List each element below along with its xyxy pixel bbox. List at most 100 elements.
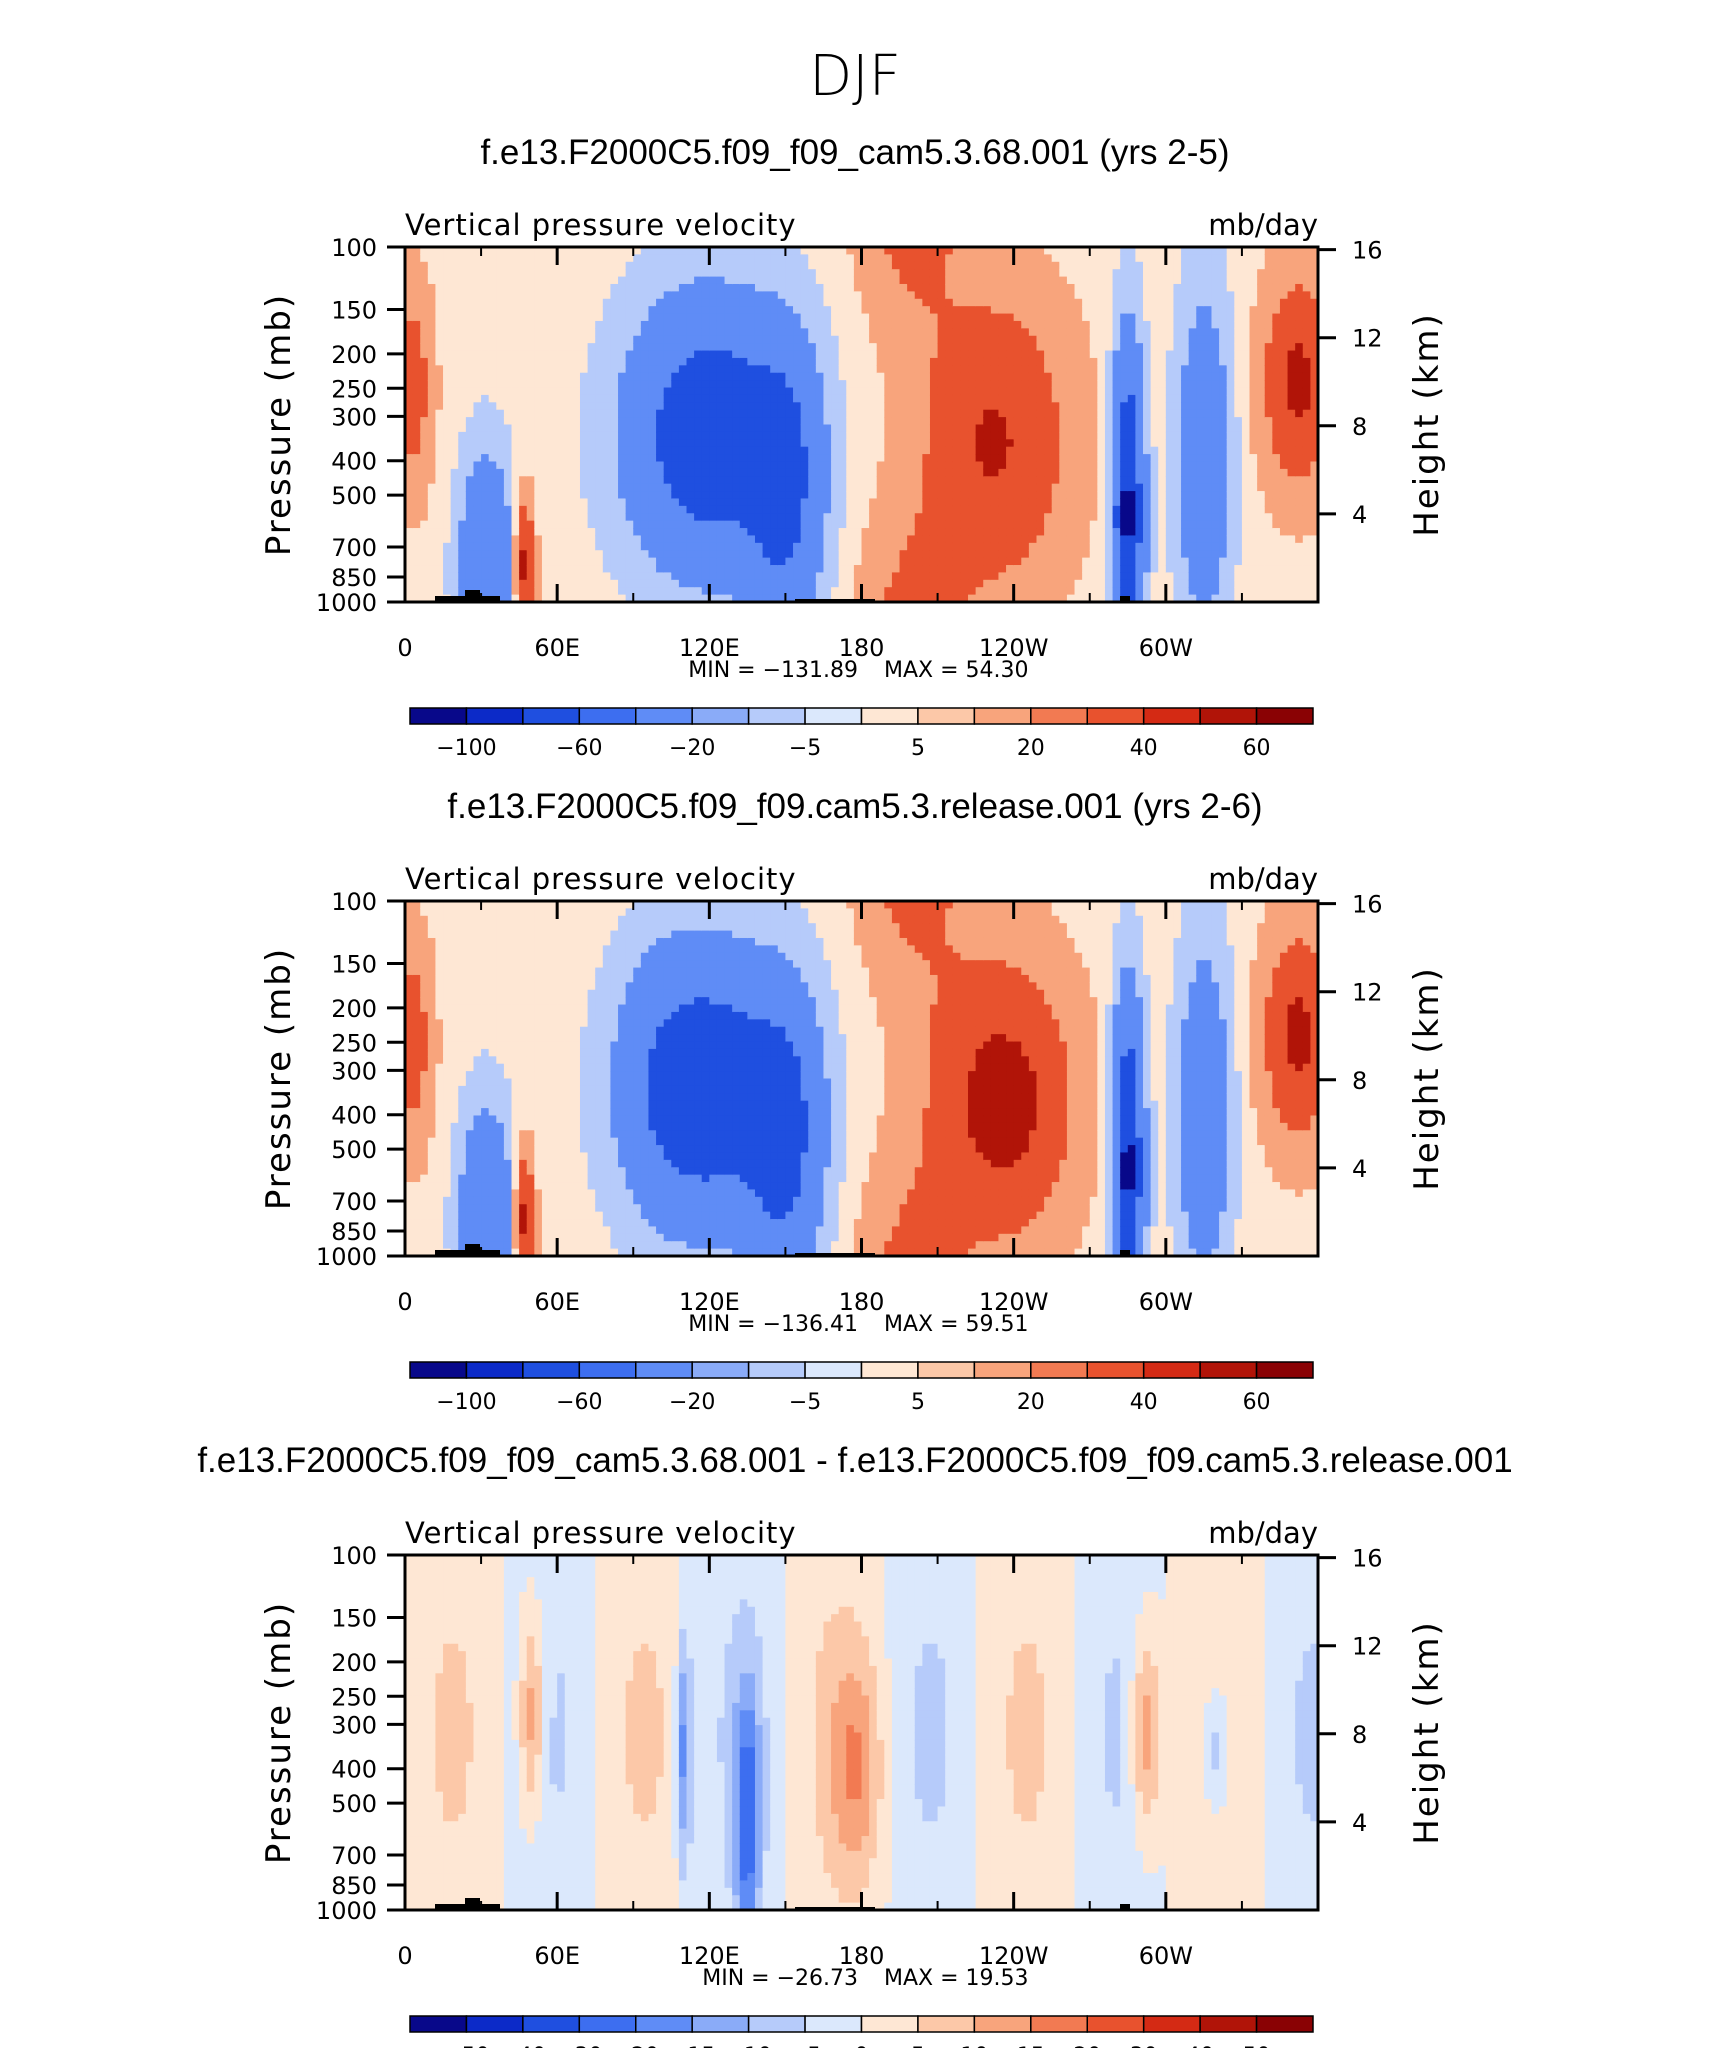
contour-cell	[945, 276, 954, 285]
contour-cell	[846, 454, 855, 463]
contour-cell	[465, 335, 475, 344]
contour-cell	[1181, 528, 1190, 537]
contour-cell	[998, 306, 1007, 315]
contour-cell	[1044, 498, 1053, 507]
contour-cell	[686, 247, 695, 255]
contour-cell	[511, 498, 520, 507]
contour-cell	[473, 446, 482, 455]
contour-cell	[564, 291, 573, 300]
contour-cell	[420, 491, 429, 500]
contour-cell	[876, 402, 885, 411]
contour-cell	[968, 269, 977, 278]
contour-cell	[503, 557, 513, 566]
contour-cell	[458, 343, 467, 352]
contour-cell	[899, 535, 908, 544]
contour-cell	[564, 306, 573, 315]
contour-cell	[481, 350, 490, 359]
contour-cell	[1089, 372, 1098, 381]
contour-cell	[701, 394, 710, 403]
contour-cell	[1181, 298, 1190, 307]
contour-cell	[869, 343, 878, 352]
contour-cell	[557, 283, 566, 292]
contour-cell	[998, 328, 1007, 337]
contour-cell	[1013, 454, 1022, 463]
contour-cell	[1143, 446, 1152, 455]
contour-cell	[1165, 402, 1175, 411]
contour-cell	[1013, 269, 1022, 278]
contour-cell	[633, 476, 642, 485]
contour-cell	[1036, 579, 1045, 588]
contour-cell	[633, 350, 642, 359]
contour-cell	[914, 291, 923, 300]
contour-cell	[785, 476, 794, 485]
contour-cell	[412, 247, 421, 255]
contour-cell	[625, 565, 634, 574]
contour-cell	[488, 417, 497, 426]
contour-cell	[435, 254, 444, 263]
contour-cell	[922, 254, 931, 263]
contour-cell	[488, 468, 497, 477]
contour-cell	[435, 313, 444, 322]
contour-cell	[1066, 491, 1076, 500]
contour-cell	[420, 461, 429, 470]
contour-cell	[648, 394, 657, 403]
contour-cell	[929, 476, 939, 485]
contour-cell	[724, 261, 733, 270]
contour-cell	[861, 476, 870, 485]
contour-cell	[1036, 402, 1045, 411]
contour-cell	[534, 394, 543, 403]
contour-cell	[610, 417, 619, 426]
contour-cell	[663, 439, 672, 448]
contour-cell	[541, 572, 551, 581]
contour-cell	[511, 476, 520, 485]
contour-cell	[1104, 343, 1114, 352]
contour-cell	[648, 387, 657, 396]
contour-cell	[1135, 306, 1144, 315]
contour-cell	[412, 505, 421, 514]
contour-cell	[1112, 328, 1121, 337]
contour-cell	[1066, 579, 1076, 588]
contour-cell	[732, 402, 741, 411]
contour-cell	[595, 468, 604, 477]
contour-cell	[526, 424, 535, 433]
contour-cell	[1036, 498, 1045, 507]
contour-cell	[770, 572, 779, 581]
contour-cell	[1013, 247, 1022, 255]
contour-cell	[793, 328, 802, 337]
contour-cell	[526, 291, 535, 300]
contour-cell	[610, 572, 619, 581]
contour-cell	[1089, 476, 1098, 485]
contour-cell	[1097, 572, 1106, 581]
contour-cell	[709, 276, 718, 285]
contour-cell	[929, 276, 939, 285]
contour-cell	[793, 579, 802, 588]
contour-cell	[968, 468, 977, 477]
contour-cell	[587, 431, 596, 440]
contour-cell	[450, 313, 459, 322]
contour-cell	[914, 394, 923, 403]
contour-cell	[1066, 505, 1076, 514]
contour-cell	[831, 269, 840, 278]
contour-cell	[435, 372, 444, 381]
contour-cell	[716, 298, 726, 307]
contour-cell	[1044, 579, 1053, 588]
contour-cell	[1066, 357, 1076, 366]
contour-cell	[861, 424, 870, 433]
contour-cell	[671, 247, 680, 255]
contour-cell	[754, 461, 764, 470]
contour-cell	[983, 261, 992, 270]
contour-cell	[701, 579, 710, 588]
contour-cell	[975, 291, 984, 300]
contour-cell	[945, 535, 954, 544]
contour-cell	[876, 579, 885, 588]
contour-cell	[488, 454, 497, 463]
contour-cell	[1104, 439, 1114, 448]
contour-cell	[770, 387, 779, 396]
contour-cell	[709, 446, 718, 455]
contour-cell	[526, 409, 535, 418]
contour-cell	[990, 505, 1000, 514]
contour-cell	[496, 498, 505, 507]
contour-cell	[435, 505, 444, 514]
contour-cell	[465, 350, 475, 359]
contour-cell	[1165, 298, 1175, 307]
